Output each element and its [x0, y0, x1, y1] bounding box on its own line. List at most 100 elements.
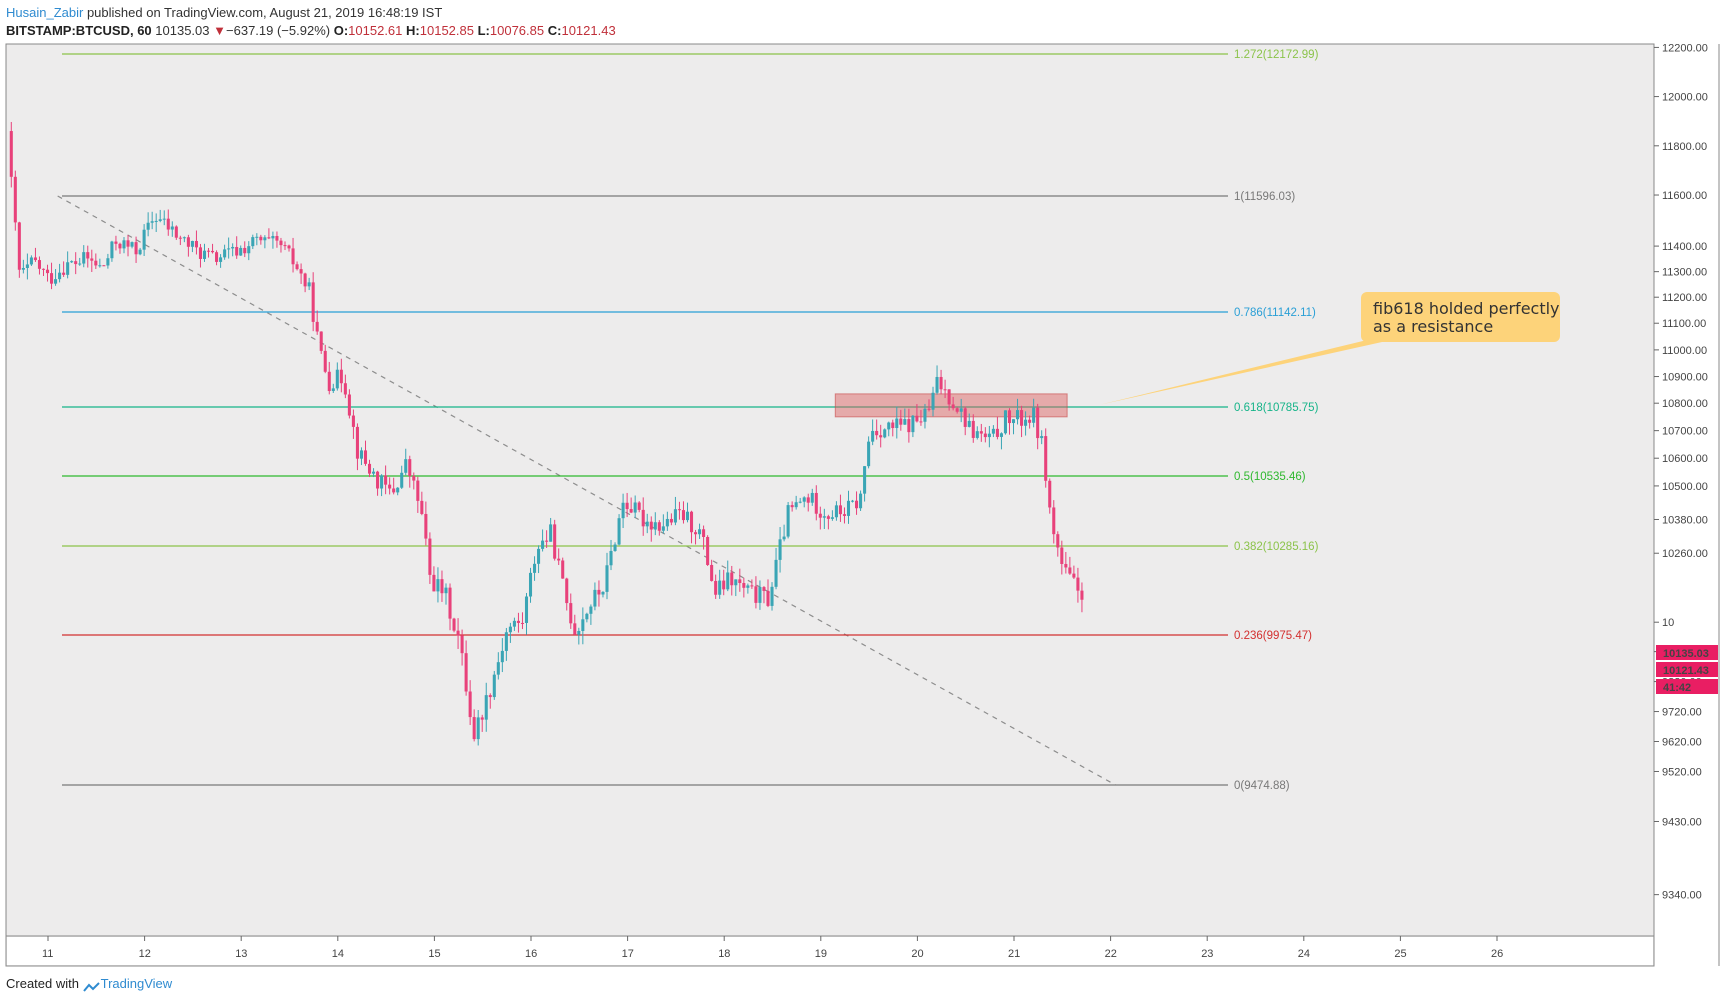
candle-body [17, 222, 21, 270]
price-tick-label: 11400.00 [1662, 241, 1707, 253]
candle-body [915, 415, 919, 422]
candle-body [975, 431, 979, 438]
candle-body [826, 516, 830, 519]
price-tick-label: 11000.00 [1662, 345, 1707, 357]
candle-body [384, 475, 388, 485]
candle-body [689, 511, 694, 533]
candle-body [677, 509, 681, 511]
fib-level-label: 0(9474.88) [1234, 780, 1290, 792]
plot-area[interactable] [5, 43, 1655, 967]
price-tick-label: 11600.00 [1662, 190, 1707, 202]
callout-pointer [1100, 340, 1391, 405]
candle-body [376, 471, 380, 489]
candle-body [247, 246, 251, 254]
candle-body [649, 521, 653, 530]
candle-body [118, 243, 122, 249]
candle-body [581, 619, 585, 631]
candle-body [323, 350, 327, 372]
candle-body [895, 418, 899, 429]
candle-body [806, 497, 810, 503]
ohlc-line: BITSTAMP:BTCUSD, 60 10135.03 ▼−637.19 (−… [6, 22, 616, 40]
candle-body [1052, 507, 1056, 535]
candle-body [267, 237, 271, 239]
date-tick-label: 22 [1105, 948, 1117, 960]
price-tick-label: 10800.00 [1662, 398, 1708, 410]
candle-body [138, 249, 142, 255]
candle-body [275, 235, 279, 241]
price-tick-label: 11100.00 [1662, 318, 1706, 330]
fib-level-label: 0.382(10285.16) [1234, 541, 1319, 553]
candle-body [416, 480, 420, 501]
candle-body [673, 509, 677, 523]
candle-body [343, 383, 347, 395]
candle-body [838, 505, 842, 515]
candle-body [601, 591, 605, 595]
price-tag-label: 10121.43 [1663, 665, 1709, 677]
candle-body [102, 265, 106, 267]
candle-body [440, 579, 444, 594]
candle-body [223, 249, 227, 258]
price-tick-label: 11300.00 [1662, 267, 1707, 279]
candle-body [569, 603, 573, 624]
date-tick-label: 21 [1008, 948, 1020, 960]
candle-body [702, 529, 706, 537]
candle-body [388, 484, 392, 489]
price-axis[interactable] [1655, 44, 1719, 966]
symbol-label[interactable]: BITSTAMP:BTCUSD, 60 [6, 23, 152, 38]
candle-body [762, 587, 766, 591]
candle-body [875, 430, 879, 436]
price-tick-label: 10900.00 [1662, 372, 1708, 384]
candle-body [496, 662, 500, 675]
date-tick-label: 23 [1201, 948, 1213, 960]
candle-body [991, 428, 995, 434]
candle-body [444, 587, 448, 594]
candle-body [939, 376, 943, 390]
candle-body [883, 429, 887, 438]
candle-body [279, 240, 283, 246]
date-tick-label: 14 [332, 948, 344, 960]
created-with-text: Created with [6, 976, 79, 991]
tradingview-link[interactable]: TradingView [100, 976, 173, 991]
candle-body [372, 471, 376, 474]
time-axis[interactable] [7, 937, 1653, 965]
author-link[interactable]: Husain_Zabir [6, 5, 84, 20]
candle-body [545, 540, 549, 542]
candle-body [412, 476, 416, 481]
candle-body [1003, 410, 1007, 434]
candle-body [25, 264, 29, 268]
candle-body [633, 502, 637, 513]
price-tick-label: 10500.00 [1662, 481, 1708, 493]
candle-body [504, 632, 508, 651]
candle-body [396, 487, 400, 493]
candle-body [585, 613, 589, 620]
candle-body [1024, 419, 1028, 426]
candle-body [714, 580, 718, 595]
candle-body [194, 240, 198, 248]
candle-body [150, 221, 154, 223]
fib-retracement[interactable]: 1.272(12172.99) 1(11596.03) 0.786(11142.11… [62, 49, 1319, 792]
candle-body [738, 579, 742, 583]
candle-body [818, 513, 822, 518]
candle-body [561, 560, 565, 579]
candle-body [621, 502, 625, 519]
candle-body [718, 580, 722, 595]
low-value: 10076.85 [489, 23, 545, 38]
candle-body [259, 236, 263, 241]
candle-body [331, 388, 335, 392]
candle-body [770, 586, 774, 606]
candle-body [512, 620, 516, 627]
candle-body [198, 247, 202, 259]
publish-line: Husain_Zabir published on TradingView.co… [6, 4, 616, 22]
candle-body [1028, 419, 1032, 423]
candle-body [577, 630, 581, 635]
candle-body [661, 526, 665, 531]
candle-body [303, 273, 307, 287]
candle-body [681, 510, 685, 521]
candle-body [255, 236, 259, 238]
candle-body [432, 574, 436, 592]
candle-body [508, 626, 512, 633]
candle-body [1020, 410, 1024, 426]
candle-body [464, 653, 468, 692]
